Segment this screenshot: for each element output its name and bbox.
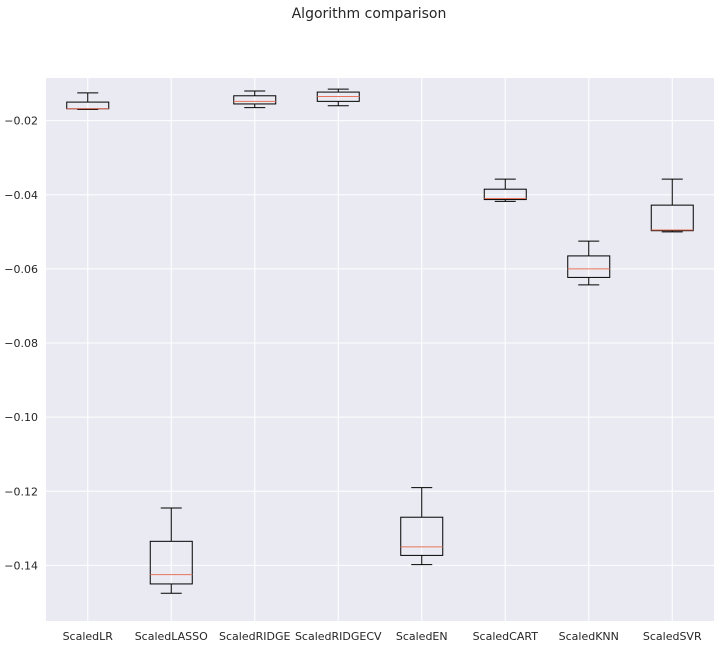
x-tick-label: ScaledEN: [396, 630, 448, 643]
box-scaledridgecv: [316, 88, 360, 107]
chart-title: Algorithm comparison: [292, 6, 447, 22]
box-series: [66, 88, 694, 594]
box-iqr: [149, 540, 193, 585]
x-tick-label: ScaledSVR: [643, 630, 702, 643]
box-iqr: [233, 95, 277, 105]
box-iqr: [567, 255, 611, 278]
x-tick-label: ScaledLASSO: [135, 630, 208, 643]
x-tick-labels: ScaledLR ScaledLASSO ScaledRIDGE ScaledRIDG…: [63, 630, 702, 643]
y-tick-label: −0.06: [4, 263, 38, 276]
box-scaledsvr: [650, 178, 694, 233]
y-tick-label: −0.10: [4, 411, 38, 424]
y-tick-label: −0.08: [4, 337, 38, 350]
y-tick-label: −0.04: [4, 189, 38, 202]
y-tick-label: −0.12: [4, 485, 38, 498]
box-scaleden: [400, 487, 444, 566]
x-tick-label: ScaledLR: [63, 630, 114, 643]
box-iqr: [483, 188, 527, 201]
y-tick-labels: −0.14 −0.12 −0.10 −0.08 −0.06 −0.04 −0.02: [4, 115, 38, 573]
x-tick-label: ScaledRIDGECV: [295, 630, 382, 643]
x-tick-label: ScaledRIDGE: [219, 630, 290, 643]
x-tick-label: ScaledKNN: [559, 630, 619, 643]
grid-lines: [46, 78, 714, 621]
y-tick-label: −0.02: [4, 115, 38, 128]
box-scaledcart: [483, 178, 527, 202]
box-iqr: [650, 204, 694, 232]
y-tick-label: −0.14: [4, 559, 38, 572]
box-scaledlr: [66, 92, 110, 111]
plot-area: [46, 78, 714, 621]
box-iqr: [400, 516, 444, 556]
x-tick-label: ScaledCART: [473, 630, 539, 643]
box-scaledknn: [567, 240, 611, 286]
box-scaledlasso: [149, 507, 193, 594]
box-scaledridge: [233, 90, 277, 109]
